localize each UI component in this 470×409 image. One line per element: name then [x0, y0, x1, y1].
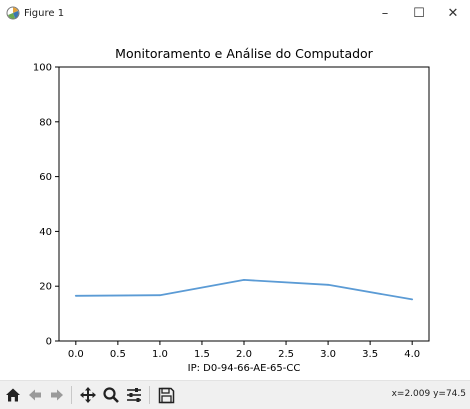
plot-area — [58, 66, 430, 342]
x-tick-label: 1.5 — [194, 349, 210, 360]
toolbar-separator — [71, 386, 72, 404]
home-icon — [6, 388, 20, 402]
x-tick-label: 4.0 — [404, 349, 420, 360]
y-tick-label: 80 — [39, 117, 52, 128]
x-tick-label: 2.0 — [236, 349, 252, 360]
y-axis-ticks: 0 20 40 60 80 100 — [33, 63, 59, 348]
x-tick-label: 3.5 — [362, 349, 378, 360]
minimize-button[interactable]: – — [381, 5, 389, 21]
data-point — [411, 298, 414, 301]
navigation-toolbar: x=2.009 y=74.5 — [0, 380, 470, 409]
x-tick-label: 0.0 — [68, 349, 84, 360]
x-axis-ticks: 0.0 0.5 1.0 1.5 2.0 2.5 3.0 3.5 4.0 — [68, 341, 420, 360]
maximize-button[interactable]: ☐ — [413, 5, 425, 21]
matplotlib-figure-icon — [6, 6, 20, 20]
window-titlebar: Figure 1 – ☐ ✕ — [0, 0, 470, 26]
zoom-magnifier-icon — [103, 387, 119, 403]
close-button[interactable]: ✕ — [447, 5, 459, 21]
configure-subplots-icon — [127, 388, 141, 402]
data-point — [159, 294, 161, 297]
zoom-button[interactable] — [100, 384, 122, 406]
toolbar-separator — [149, 386, 150, 404]
x-tick-label: 3.0 — [320, 349, 336, 360]
save-button[interactable] — [155, 384, 177, 406]
arrow-right-icon — [51, 389, 63, 401]
chart-title: Monitoramento e Análise do Computador — [115, 46, 374, 61]
x-axis-label: IP: D0-94-66-AE-65-CC — [188, 363, 301, 374]
data-point — [327, 283, 329, 286]
data-point — [243, 278, 245, 281]
x-tick-label: 1.0 — [152, 349, 168, 360]
arrow-left-icon — [29, 389, 41, 401]
y-tick-label: 40 — [39, 227, 52, 238]
window-title: Figure 1 — [24, 7, 65, 19]
series-line — [75, 278, 413, 301]
window-controls: – ☐ ✕ — [368, 0, 470, 26]
save-floppy-icon — [158, 387, 174, 403]
y-tick-label: 100 — [33, 63, 52, 74]
figure-canvas[interactable]: Monitoramento e Análise do Computador 0.… — [0, 26, 470, 380]
pan-button[interactable] — [77, 384, 99, 406]
configure-subplots-button[interactable] — [123, 384, 145, 406]
series-layer — [74, 278, 414, 301]
y-tick-label: 0 — [46, 337, 52, 348]
x-tick-label: 2.5 — [278, 349, 294, 360]
y-tick-label: 20 — [39, 282, 52, 293]
cursor-coordinates: x=2.009 y=74.5 — [391, 389, 466, 399]
back-button[interactable] — [24, 384, 46, 406]
data-point — [74, 294, 77, 297]
pan-move-icon — [80, 387, 96, 403]
home-button[interactable] — [2, 384, 24, 406]
line-chart: Monitoramento e Análise do Computador 0.… — [33, 46, 430, 374]
y-tick-label: 60 — [39, 172, 52, 183]
forward-button[interactable] — [46, 384, 68, 406]
x-tick-label: 0.5 — [110, 349, 126, 360]
